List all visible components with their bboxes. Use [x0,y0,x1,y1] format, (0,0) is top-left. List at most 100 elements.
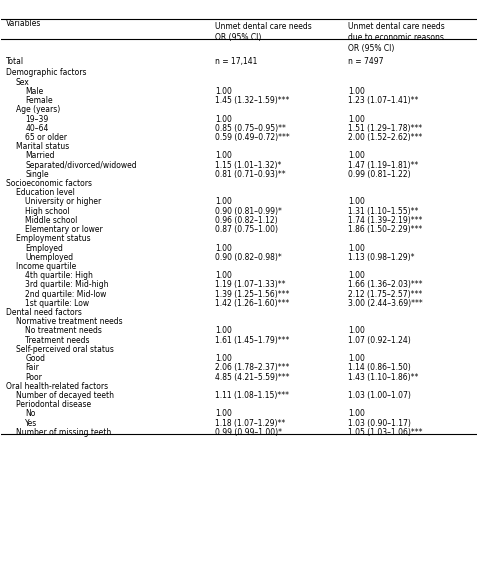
Text: Married: Married [25,151,54,161]
Text: Employment status: Employment status [16,234,90,243]
Text: Unemployed: Unemployed [25,253,73,262]
Text: Number of decayed teeth: Number of decayed teeth [16,391,114,400]
Text: 1.07 (0.92–1.24): 1.07 (0.92–1.24) [348,336,411,345]
Text: 1.66 (1.36–2.03)***: 1.66 (1.36–2.03)*** [348,281,423,289]
Text: University or higher: University or higher [25,197,101,206]
Text: 1.05 (1.03–1.06)***: 1.05 (1.03–1.06)*** [348,428,423,437]
Text: 2.00 (1.52–2.62)***: 2.00 (1.52–2.62)*** [348,133,423,142]
Text: Single: Single [25,170,49,179]
Text: 1.18 (1.07–1.29)**: 1.18 (1.07–1.29)** [215,418,285,428]
Text: 0.99 (0.99–1.00)*: 0.99 (0.99–1.00)* [215,428,282,437]
Text: 0.81 (0.71–0.93)**: 0.81 (0.71–0.93)** [215,170,286,179]
Text: 1.00: 1.00 [215,87,232,96]
Text: 1.00: 1.00 [215,244,232,253]
Text: 1.42 (1.26–1.60)***: 1.42 (1.26–1.60)*** [215,299,290,308]
Text: 1.00: 1.00 [215,354,232,363]
Text: n = 17,141: n = 17,141 [215,57,258,66]
Text: 1.00: 1.00 [348,410,365,418]
Text: 1.74 (1.39–2.19)***: 1.74 (1.39–2.19)*** [348,216,423,225]
Text: Yes: Yes [25,418,37,428]
Text: 1.00: 1.00 [348,271,365,280]
Text: Total: Total [6,57,24,66]
Text: 1.00: 1.00 [348,114,365,124]
Text: Variables: Variables [6,19,42,28]
Text: Normative treatment needs: Normative treatment needs [16,317,122,326]
Text: Self-perceived oral status: Self-perceived oral status [16,345,113,354]
Text: Dental need factors: Dental need factors [6,308,82,317]
Text: Male: Male [25,87,43,96]
Text: 1.43 (1.10–1.86)**: 1.43 (1.10–1.86)** [348,373,419,381]
Text: Age (years): Age (years) [16,105,60,114]
Text: 3.00 (2.44–3.69)***: 3.00 (2.44–3.69)*** [348,299,423,308]
Text: 2.12 (1.75–2.57)***: 2.12 (1.75–2.57)*** [348,289,423,299]
Text: 65 or older: 65 or older [25,133,67,142]
Text: 1.00: 1.00 [215,197,232,206]
Text: 1.31 (1.10–1.55)**: 1.31 (1.10–1.55)** [348,207,419,216]
Text: n = 7497: n = 7497 [348,57,384,66]
Text: Socioeconomic factors: Socioeconomic factors [6,179,92,188]
Text: 4.85 (4.21–5.59)***: 4.85 (4.21–5.59)*** [215,373,290,381]
Text: 1.00: 1.00 [348,87,365,96]
Text: 40–64: 40–64 [25,124,49,133]
Text: Separated/divorced/widowed: Separated/divorced/widowed [25,161,137,169]
Text: No treatment needs: No treatment needs [25,326,102,335]
Text: 0.59 (0.49–0.72)***: 0.59 (0.49–0.72)*** [215,133,290,142]
Text: 19–39: 19–39 [25,114,48,124]
Text: 1.00: 1.00 [348,244,365,253]
Text: Oral health-related factors: Oral health-related factors [6,381,108,391]
Text: 2nd quartile: Mid-low: 2nd quartile: Mid-low [25,289,107,299]
Text: 1.23 (1.07–1.41)**: 1.23 (1.07–1.41)** [348,96,419,105]
Text: 0.85 (0.75–0.95)**: 0.85 (0.75–0.95)** [215,124,286,133]
Text: Education level: Education level [16,188,75,197]
Text: Demographic factors: Demographic factors [6,69,87,77]
Text: No: No [25,410,35,418]
Text: 1.03 (1.00–1.07): 1.03 (1.00–1.07) [348,391,411,400]
Text: 1.15 (1.01–1.32)*: 1.15 (1.01–1.32)* [215,161,282,169]
Text: 1.14 (0.86–1.50): 1.14 (0.86–1.50) [348,363,411,372]
Text: 0.90 (0.82–0.98)*: 0.90 (0.82–0.98)* [215,253,282,262]
Text: Middle school: Middle school [25,216,77,225]
Text: 1.00: 1.00 [348,354,365,363]
Text: 1.00: 1.00 [215,410,232,418]
Text: 1.00: 1.00 [215,114,232,124]
Text: 1.00: 1.00 [348,197,365,206]
Text: Marital status: Marital status [16,142,69,151]
Text: 1.61 (1.45–1.79)***: 1.61 (1.45–1.79)*** [215,336,290,345]
Text: Employed: Employed [25,244,63,253]
Text: 1.51 (1.29–1.78)***: 1.51 (1.29–1.78)*** [348,124,423,133]
Text: 1st quartile: Low: 1st quartile: Low [25,299,89,308]
Text: 1.00: 1.00 [215,151,232,161]
Text: 1.13 (0.98–1.29)*: 1.13 (0.98–1.29)* [348,253,415,262]
Text: 1.47 (1.19–1.81)**: 1.47 (1.19–1.81)** [348,161,419,169]
Text: 1.00: 1.00 [348,326,365,335]
Text: 0.87 (0.75–1.00): 0.87 (0.75–1.00) [215,225,278,234]
Text: Unmet dental care needs
due to economic reasons
OR (95% CI): Unmet dental care needs due to economic … [348,22,445,53]
Text: Sex: Sex [16,78,29,87]
Text: 3rd quartile: Mid-high: 3rd quartile: Mid-high [25,281,109,289]
Text: Poor: Poor [25,373,42,381]
Text: Income quartile: Income quartile [16,262,76,271]
Text: 1.11 (1.08–1.15)***: 1.11 (1.08–1.15)*** [215,391,289,400]
Text: 1.39 (1.25–1.56)***: 1.39 (1.25–1.56)*** [215,289,290,299]
Text: 1.00: 1.00 [215,271,232,280]
Text: 1.19 (1.07–1.33)**: 1.19 (1.07–1.33)** [215,281,286,289]
Text: 0.99 (0.81–1.22): 0.99 (0.81–1.22) [348,170,411,179]
Text: 1.45 (1.32–1.59)***: 1.45 (1.32–1.59)*** [215,96,290,105]
Text: 1.00: 1.00 [348,151,365,161]
Text: 1.00: 1.00 [215,326,232,335]
Text: Periodontal disease: Periodontal disease [16,400,91,409]
Text: Fair: Fair [25,363,39,372]
Text: 4th quartile: High: 4th quartile: High [25,271,93,280]
Text: Treatment needs: Treatment needs [25,336,90,345]
Text: Number of missing teeth: Number of missing teeth [16,428,111,437]
Text: Female: Female [25,96,53,105]
Text: High school: High school [25,207,70,216]
Text: 2.06 (1.78–2.37)***: 2.06 (1.78–2.37)*** [215,363,290,372]
Text: 1.86 (1.50–2.29)***: 1.86 (1.50–2.29)*** [348,225,423,234]
Text: Elementary or lower: Elementary or lower [25,225,103,234]
Text: Unmet dental care needs
OR (95% CI): Unmet dental care needs OR (95% CI) [215,22,312,42]
Text: 1.03 (0.90–1.17): 1.03 (0.90–1.17) [348,418,411,428]
Text: Good: Good [25,354,45,363]
Text: 0.90 (0.81–0.99)*: 0.90 (0.81–0.99)* [215,207,282,216]
Text: 0.96 (0.82–1.12): 0.96 (0.82–1.12) [215,216,278,225]
